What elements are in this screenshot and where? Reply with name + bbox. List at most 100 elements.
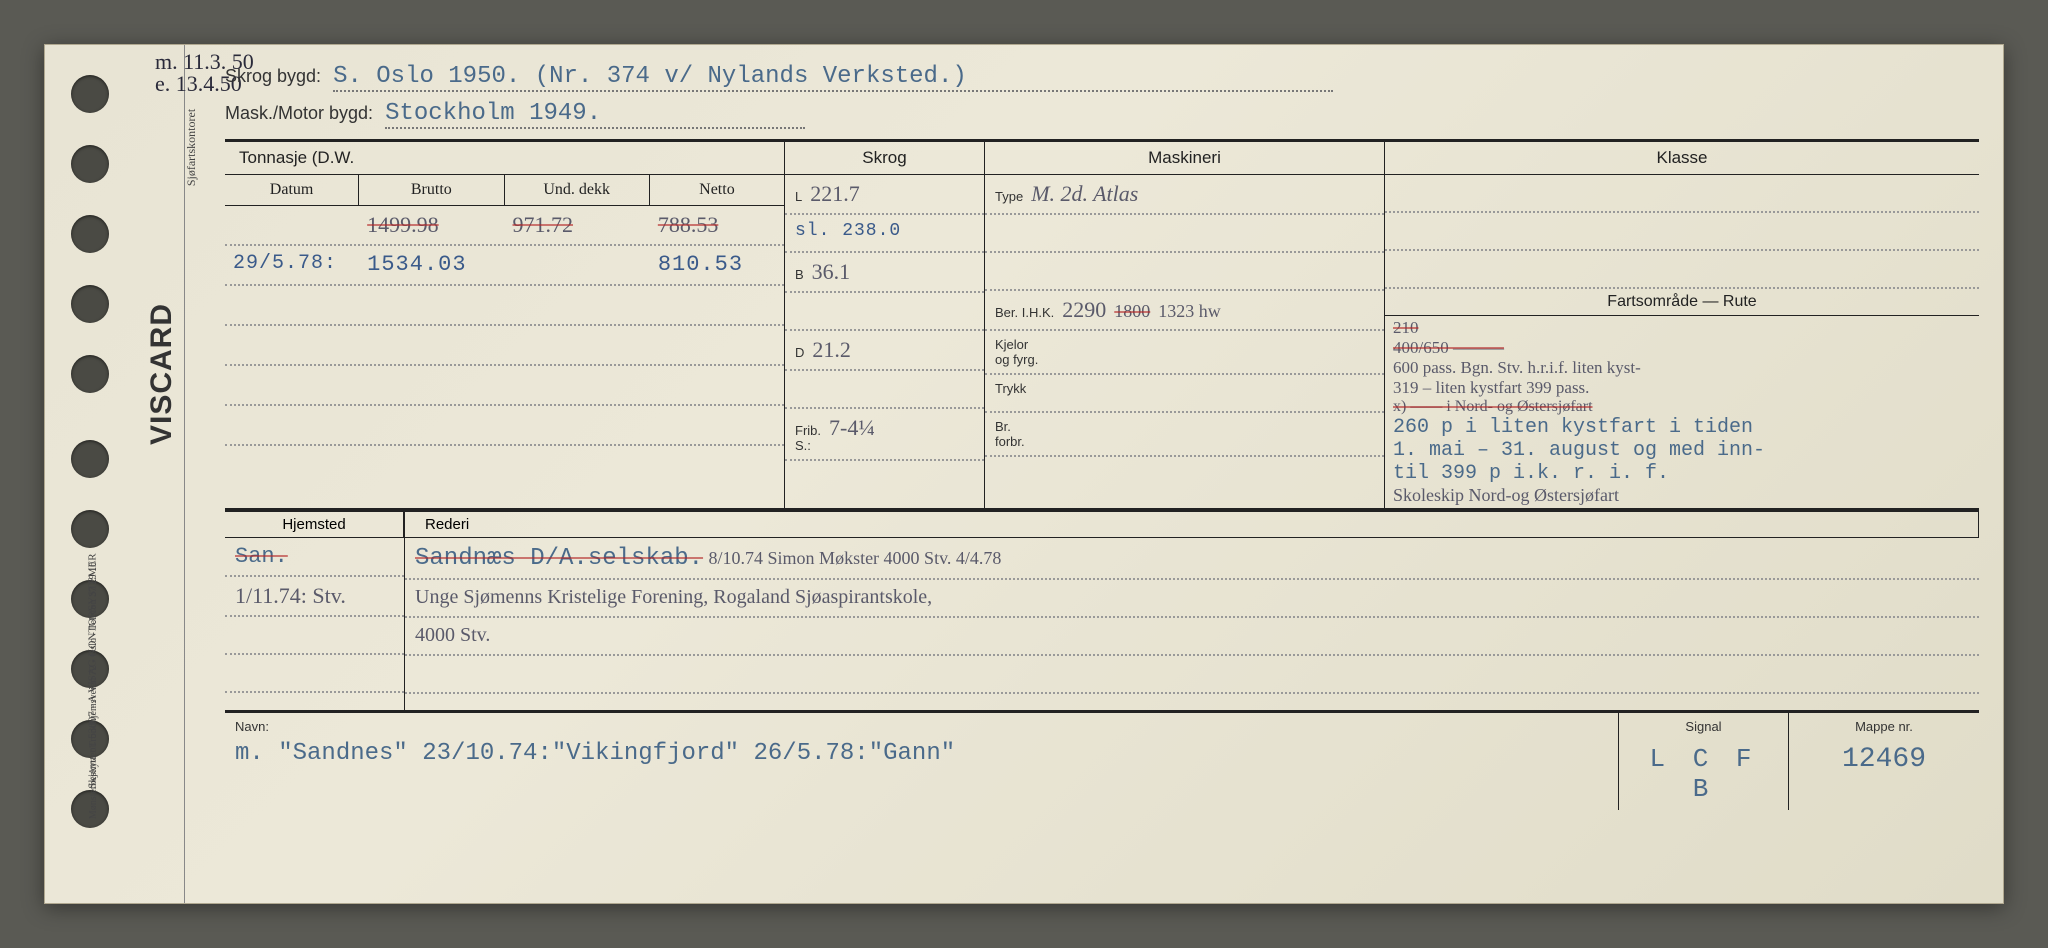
- rederi-label: Rederi: [405, 512, 1979, 538]
- skrog-bygd-value: S. Oslo 1950. (Nr. 374 v/ Nylands Verkst…: [333, 63, 1333, 92]
- klasse-empty-row: [1385, 175, 1979, 213]
- main-grid: Tonnasje (D.W. Datum Brutto Und. dekk Ne…: [225, 139, 1979, 510]
- brutto-cell: 1534.03: [359, 246, 504, 284]
- klasse-line: 319 – liten kystfart 399 pass.: [1393, 378, 1971, 398]
- punch-hole: [71, 285, 109, 323]
- und-dekk-cell: [505, 246, 650, 284]
- datum-cell: [225, 206, 359, 244]
- klasse-line: til 399 p i.k. r. i. f.: [1393, 462, 1971, 485]
- hjemsted-section: Hjemsted San. 1/11.74: Stv. Rederi Sandn…: [225, 510, 1979, 710]
- tonnasje-subheader: Datum Brutto Und. dekk Netto: [225, 175, 784, 206]
- skrog-empty-row: [785, 371, 984, 409]
- klasse-line: 600 pass. Bgn. Stv. h.r.i.f. liten kyst-: [1393, 358, 1971, 378]
- mask-kjelor-row: Kjelor og fyrg.: [985, 331, 1384, 375]
- klasse-column: Klasse Fartsområde — Rute 210 400/650 ——…: [1385, 142, 1979, 508]
- tonnasje-row: [225, 286, 784, 326]
- mappe-value: 12469: [1799, 744, 1969, 775]
- punch-hole: [71, 510, 109, 548]
- card-content: Skrog bygd: S. Oslo 1950. (Nr. 374 v/ Ny…: [185, 45, 2003, 903]
- klasse-header: Klasse: [1385, 142, 1979, 175]
- hjemsted-left: Hjemsted San. 1/11.74: Stv.: [225, 512, 405, 710]
- record-card: VISCARD Skjema nr. 53007 - A VISAG KONTO…: [44, 44, 2004, 904]
- viscard-logo: VISCARD: [145, 303, 179, 445]
- tonnasje-rows: 1499.98 971.72 788.53 29/5.78: 1534.03 8…: [225, 206, 784, 446]
- tonnasje-row: 1499.98 971.72 788.53: [225, 206, 784, 246]
- klasse-empty-row: [1385, 213, 1979, 251]
- skrog-bygd-row: Skrog bygd: S. Oslo 1950. (Nr. 374 v/ Ny…: [225, 63, 1979, 92]
- rederi-cell: Unge Sjømenns Kristelige Forening, Rogal…: [405, 580, 1979, 618]
- maskineri-column: Maskineri TypeM. 2d. Atlas Ber. I.H.K. 2…: [985, 142, 1385, 508]
- loc-cell: [225, 655, 404, 693]
- rederi-cell: 4000 Stv.: [405, 618, 1979, 656]
- mask-trykk-row: Trykk: [985, 375, 1384, 413]
- klasse-line: 260 p i liten kystfart i tiden: [1393, 416, 1971, 439]
- tonnasje-row: [225, 326, 784, 366]
- mask-brforbr-row: Br. forbr.: [985, 413, 1384, 457]
- und-dekk-label: Und. dekk: [505, 175, 650, 205]
- mask-type-row: TypeM. 2d. Atlas: [985, 175, 1384, 215]
- skrog-B-row: B36.1: [785, 253, 984, 293]
- punch-hole: [71, 75, 109, 113]
- mask-empty-row: [985, 253, 1384, 291]
- signal-cell: Signal L C F B: [1619, 713, 1789, 810]
- rederi-right: Rederi Sandnæs D/A.selskab. 8/10.74 Simo…: [405, 512, 1979, 710]
- bottom-bar: Navn: m. "Sandnes" 23/10.74:"Vikingfjord…: [225, 710, 1979, 810]
- navn-cell: Navn: m. "Sandnes" 23/10.74:"Vikingfjord…: [225, 713, 1619, 810]
- mask-empty-row: [985, 215, 1384, 253]
- klasse-notes: 210 400/650 ——— 600 pass. Bgn. Stv. h.r.…: [1385, 316, 1979, 508]
- klasse-line: x) —— i Nord- og Østersjøfart: [1393, 398, 1971, 416]
- navn-label: Navn:: [235, 719, 1608, 734]
- punch-hole: [71, 145, 109, 183]
- mask-motor-label: Mask./Motor bygd:: [225, 103, 373, 124]
- skrog-D-row: D21.2: [785, 331, 984, 371]
- punch-hole: [71, 355, 109, 393]
- rederi-cell: [405, 656, 1979, 694]
- netto-cell: 788.53: [650, 206, 784, 244]
- skrog-header: Skrog: [785, 142, 984, 175]
- klasse-line: 400/650 ———: [1393, 338, 1971, 358]
- mask-motor-value: Stockholm 1949.: [385, 100, 805, 129]
- klasse-empty-row: [1385, 251, 1979, 289]
- klasse-line: 210: [1393, 318, 1971, 338]
- mappe-label: Mappe nr.: [1799, 719, 1969, 734]
- netto-label: Netto: [650, 175, 784, 205]
- datum-cell: 29/5.78:: [225, 246, 359, 284]
- punch-hole: [71, 440, 109, 478]
- loc-cell: [225, 617, 404, 655]
- maskineri-header: Maskineri: [985, 142, 1384, 175]
- tonnasje-header: Tonnasje (D.W.: [225, 142, 784, 175]
- signal-label: Signal: [1629, 719, 1778, 734]
- skrog-L-row: L221.7: [785, 175, 984, 215]
- mask-motor-row: Mask./Motor bygd: Stockholm 1949.: [225, 100, 1979, 129]
- datum-label: Datum: [225, 175, 359, 205]
- mappe-cell: Mappe nr. 12469: [1789, 713, 1979, 810]
- navn-value: m. "Sandnes" 23/10.74:"Vikingfjord" 26/5…: [235, 740, 1608, 767]
- mask-ihk-row: Ber. I.H.K. 2290 1800 1323 hw: [985, 291, 1384, 331]
- tonnasje-row: [225, 366, 784, 406]
- hjemsted-loc-rows: San. 1/11.74: Stv.: [225, 538, 404, 693]
- tonnasje-row: [225, 406, 784, 446]
- klasse-line: 1. mai – 31. august og med inn-: [1393, 439, 1971, 462]
- brutto-cell: 1499.98: [359, 206, 504, 244]
- netto-cell: 810.53: [650, 246, 784, 284]
- address-text: Mønsterbeskyttet Trondhjemsveien 72 - Os…: [88, 562, 99, 819]
- skrog-empty-row: [785, 293, 984, 331]
- tonnasje-row: 29/5.78: 1534.03 810.53: [225, 246, 784, 286]
- klasse-line: Skoleskip Nord-og Østersjøfart: [1393, 485, 1971, 506]
- rederi-cell: Sandnæs D/A.selskab. 8/10.74 Simon Møkst…: [405, 538, 1979, 580]
- loc-date-cell: 1/11.74: Stv.: [225, 577, 404, 617]
- skrog-frib-row: Frib. S.:7-4¼: [785, 409, 984, 461]
- loc-cell: San.: [225, 538, 404, 577]
- brutto-label: Brutto: [359, 175, 504, 205]
- und-dekk-cell: 971.72: [505, 206, 650, 244]
- tonnasje-column: Tonnasje (D.W. Datum Brutto Und. dekk Ne…: [225, 142, 785, 508]
- skrog-column: Skrog L221.7 sl. 238.0 B36.1 D21.2 Frib.…: [785, 142, 985, 508]
- punch-margin: VISCARD Skjema nr. 53007 - A VISAG KONTO…: [45, 45, 185, 903]
- skrog-bygd-label: Skrog bygd:: [225, 66, 321, 87]
- skrog-sl-row: sl. 238.0: [785, 215, 984, 253]
- punch-hole: [71, 215, 109, 253]
- signal-value: L C F B: [1629, 744, 1778, 804]
- rederi-rows: Sandnæs D/A.selskab. 8/10.74 Simon Møkst…: [405, 538, 1979, 694]
- fartsomrade-header: Fartsområde — Rute: [1385, 289, 1979, 316]
- hjemsted-label: Hjemsted: [225, 512, 404, 538]
